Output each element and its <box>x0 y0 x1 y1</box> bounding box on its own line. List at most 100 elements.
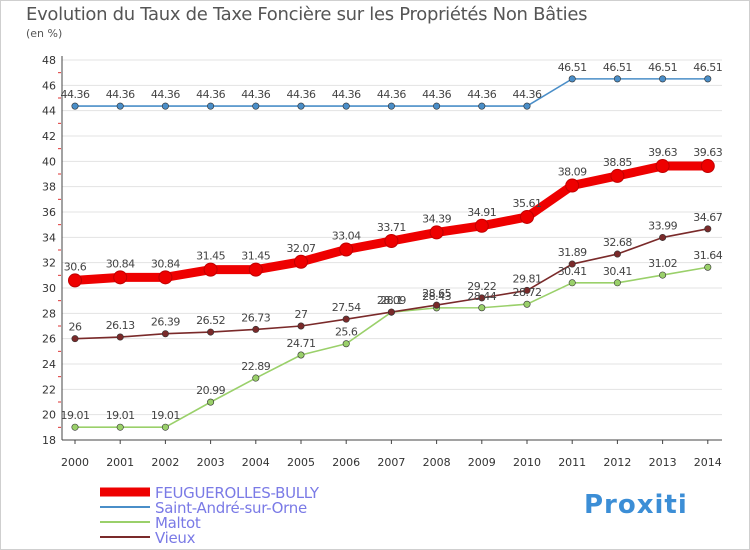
data-label: 19.01 <box>106 409 135 422</box>
data-point <box>68 273 82 288</box>
data-label: 35.61 <box>513 197 542 210</box>
series-lines <box>68 75 715 431</box>
data-label: 31.45 <box>196 250 225 263</box>
y-tick-label: 34 <box>42 231 56 244</box>
data-label: 32.68 <box>603 236 632 249</box>
data-label: 31.45 <box>241 250 270 263</box>
x-tick-label: 2004 <box>242 456 270 469</box>
data-label: 30.6 <box>64 260 87 273</box>
y-tick-label: 28 <box>42 307 56 320</box>
gridlines <box>62 59 722 441</box>
data-label: 27.54 <box>332 301 361 314</box>
data-point <box>659 233 667 241</box>
data-point <box>297 102 305 110</box>
x-tick-label: 2008 <box>423 456 451 469</box>
data-point <box>71 102 79 110</box>
data-point <box>158 270 173 285</box>
data-point <box>520 209 534 224</box>
x-tick-label: 2003 <box>197 456 225 469</box>
x-tick-label: 2012 <box>603 456 631 469</box>
data-label: 44.36 <box>377 88 406 101</box>
data-point <box>297 351 305 359</box>
data-point <box>523 102 531 110</box>
data-label: 22.89 <box>241 360 270 373</box>
data-point <box>613 250 621 258</box>
data-point <box>659 271 667 279</box>
data-point <box>207 102 215 110</box>
x-tick-label: 2005 <box>287 456 315 469</box>
data-label: 24.71 <box>287 337 316 350</box>
data-label: 30.84 <box>106 257 135 270</box>
axes: 18 20 22 24 26 28 30 32 34 36 38 40 42 44 46 48 2000 2001… <box>42 54 722 469</box>
y-tick-label: 18 <box>42 434 56 447</box>
data-point <box>387 102 395 110</box>
y-tick-label: 44 <box>42 105 56 118</box>
data-label: 28.1 <box>380 294 403 307</box>
data-point <box>339 242 354 257</box>
y-tick-label: 30 <box>42 282 56 295</box>
data-label: 44.36 <box>196 88 225 101</box>
series-line-maltot <box>74 266 709 429</box>
x-tick-label: 2000 <box>61 456 89 469</box>
data-point <box>474 218 489 233</box>
data-point <box>252 102 260 110</box>
data-point <box>700 159 715 174</box>
data-label: 30.84 <box>151 257 180 270</box>
legend-label: Maltot <box>155 514 201 532</box>
data-point <box>297 322 305 330</box>
data-point <box>568 260 576 268</box>
data-point <box>342 102 350 110</box>
data-point <box>523 300 531 308</box>
y-tick-label: 20 <box>42 409 56 422</box>
y-tick-label: 22 <box>42 383 56 396</box>
y-tick-label: 36 <box>42 206 56 219</box>
x-tick-label: 2014 <box>694 456 722 469</box>
data-label: 32.07 <box>287 242 316 255</box>
data-point <box>161 330 169 338</box>
data-label: 34.67 <box>693 211 722 224</box>
data-point <box>116 102 124 110</box>
data-point <box>704 75 712 83</box>
data-point <box>248 262 263 277</box>
data-label: 33.71 <box>377 221 406 234</box>
data-label: 19.01 <box>61 409 90 422</box>
data-label: 33.99 <box>648 219 677 232</box>
data-label: 19.01 <box>151 409 180 422</box>
data-label: 38.85 <box>603 156 632 169</box>
data-label: 26.73 <box>241 311 270 324</box>
data-label: 29.22 <box>467 280 496 293</box>
data-point <box>565 178 580 193</box>
data-label: 26.52 <box>196 314 225 327</box>
data-point <box>387 308 395 316</box>
data-label: 44.36 <box>241 88 270 101</box>
data-point <box>252 374 260 382</box>
data-point <box>116 423 124 431</box>
data-point <box>613 75 621 83</box>
data-label: 38.09 <box>558 166 587 179</box>
data-label: 44.36 <box>422 88 451 101</box>
data-label: 20.99 <box>196 384 225 397</box>
chart-title: Evolution du Taux de Taxe Foncière sur l… <box>26 4 588 25</box>
data-point <box>433 301 441 309</box>
data-point <box>655 159 670 174</box>
data-point <box>523 286 531 294</box>
data-label: 26 <box>69 321 82 334</box>
data-label: 31.89 <box>558 246 587 259</box>
data-point <box>116 333 124 341</box>
data-label: 28.43 <box>422 290 451 303</box>
data-point <box>704 263 712 271</box>
data-point <box>113 270 128 285</box>
data-label: 39.63 <box>693 146 722 159</box>
data-label: 26.39 <box>151 316 180 329</box>
data-label: 44.36 <box>332 88 361 101</box>
data-label: 46.51 <box>693 61 722 74</box>
legend-label: Saint-André-sur-Orne <box>155 499 307 517</box>
data-label: 44.36 <box>151 88 180 101</box>
data-point <box>71 423 79 431</box>
proxiti-logo: Proxiti <box>584 490 688 520</box>
data-label: 44.36 <box>61 88 90 101</box>
x-tick-label: 2011 <box>558 456 586 469</box>
data-point <box>203 262 218 277</box>
data-point <box>342 315 350 323</box>
data-label: 44.36 <box>467 88 496 101</box>
